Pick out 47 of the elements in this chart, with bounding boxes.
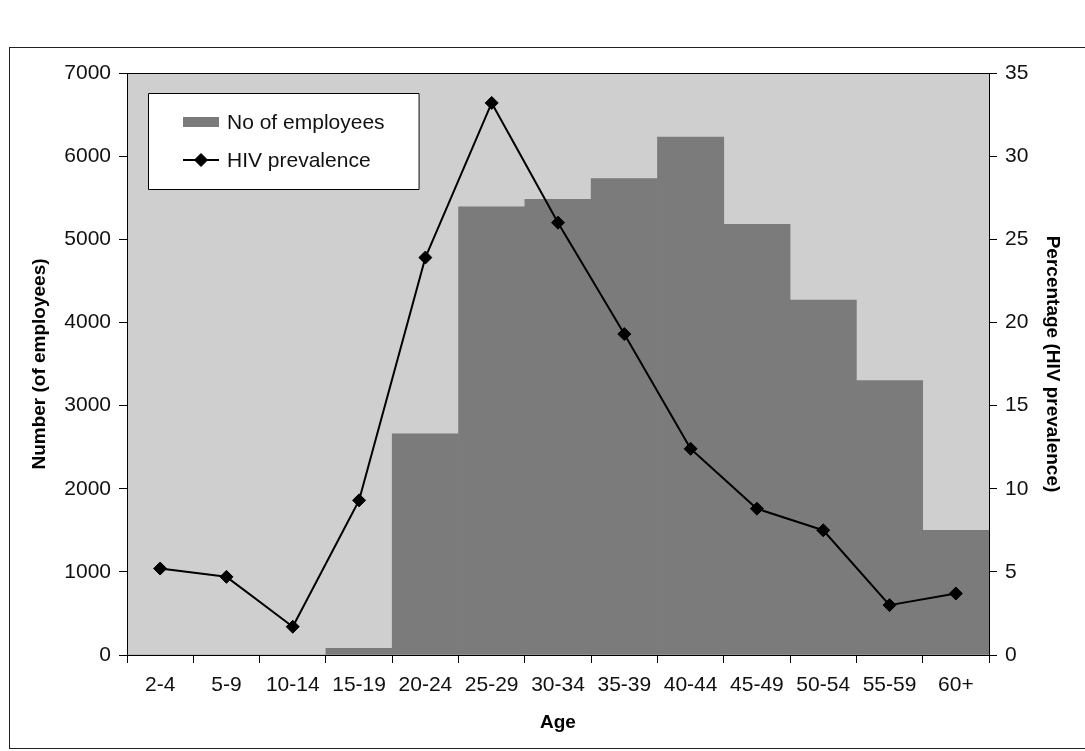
point xyxy=(285,619,300,634)
x-tick-label: 5-9 xyxy=(211,672,242,696)
y2-tick-label: 30 xyxy=(1005,142,1029,166)
point xyxy=(948,586,963,601)
y-tick-label: 4000 xyxy=(64,309,111,333)
point xyxy=(882,598,897,613)
x-tick-label: 40-44 xyxy=(663,672,718,696)
x-tick-label: 45-49 xyxy=(730,672,784,696)
x-tick-label: 60+ xyxy=(938,672,974,696)
x-tick-label: 55-59 xyxy=(862,672,917,696)
point xyxy=(749,501,764,516)
y-axis-title: Number (of employees) xyxy=(27,258,49,470)
y-tick-label: 3000 xyxy=(64,392,111,416)
y2-tick-label: 25 xyxy=(1005,226,1029,250)
x-tick-label: 15-19 xyxy=(332,672,386,696)
legend-label: HIV prevalence xyxy=(227,147,371,171)
y-tick-label: 0 xyxy=(99,641,111,665)
point xyxy=(153,561,168,576)
legend-label: No of employees xyxy=(227,109,385,133)
y-tick-label: 5000 xyxy=(64,226,111,250)
y2-tick-label: 15 xyxy=(1005,392,1029,416)
point xyxy=(551,215,565,230)
point xyxy=(418,250,433,265)
x-tick-label: 20-24 xyxy=(398,672,453,696)
y-tick-label: 2000 xyxy=(64,475,111,499)
x-axis-title: Age xyxy=(540,710,576,732)
y2-tick-label: 35 xyxy=(1005,59,1029,83)
x-tick-label: 35-39 xyxy=(597,672,652,696)
point xyxy=(617,327,632,342)
y2-axis-title: Percentage (HIV prevalence) xyxy=(1043,235,1065,493)
y-tick-label: 6000 xyxy=(64,142,111,166)
y-tick-label: 1000 xyxy=(64,558,111,582)
y-tick-label: 7000 xyxy=(64,59,111,83)
y2-tick-label: 5 xyxy=(1005,558,1017,582)
y2-tick-label: 20 xyxy=(1005,309,1029,333)
x-tick-label: 2-4 xyxy=(144,672,176,696)
x-tick-label: 50-54 xyxy=(796,672,851,696)
y2-tick-label: 10 xyxy=(1005,475,1029,499)
point xyxy=(352,493,367,508)
point xyxy=(219,569,234,584)
x-tick-label: 25-29 xyxy=(464,672,519,696)
x-tick-label: 30-34 xyxy=(531,672,586,696)
point xyxy=(484,95,499,110)
point xyxy=(816,523,831,538)
point xyxy=(683,441,698,456)
x-tick-label: 10-14 xyxy=(265,672,320,696)
y2-tick-label: 0 xyxy=(1005,641,1017,665)
